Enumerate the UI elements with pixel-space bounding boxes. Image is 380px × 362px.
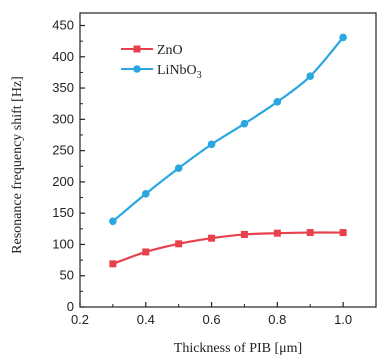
data-point-zno xyxy=(142,248,150,256)
y-tick-label: 200 xyxy=(52,174,74,189)
data-point-linbo3 xyxy=(109,217,117,226)
series-layer xyxy=(109,33,347,268)
y-tick-label: 350 xyxy=(52,80,74,95)
legend-label-linbo3-main: LiNbO xyxy=(157,63,197,78)
y-tick-label: 300 xyxy=(52,111,74,126)
data-point-linbo3 xyxy=(207,140,216,149)
axes xyxy=(79,12,377,308)
data-point-linbo3 xyxy=(273,98,282,106)
legend: ZnO LiNbO3 xyxy=(121,43,202,81)
y-tick-label: 0 xyxy=(67,299,74,314)
data-point-zno xyxy=(240,230,248,238)
legend-marker-zno xyxy=(133,45,141,53)
x-axis-title: Thickness of PIB [μm] xyxy=(174,341,302,356)
data-point-linbo3 xyxy=(174,164,183,172)
y-axis-title: Resonance frequency shift [Hz] xyxy=(10,76,25,254)
data-point-zno xyxy=(208,234,216,242)
y-tick-label: 100 xyxy=(52,236,74,251)
data-point-zno xyxy=(306,229,314,237)
plot-frame xyxy=(79,12,377,308)
x-tick-label: 0.6 xyxy=(203,312,221,327)
y-tick-label: 50 xyxy=(60,268,74,283)
y-tick-label: 450 xyxy=(52,18,74,33)
x-tick-label: 0.8 xyxy=(268,312,286,327)
legend-label-zno: ZnO xyxy=(157,43,183,58)
legend-label-linbo3: LiNbO3 xyxy=(157,63,202,81)
y-tick-label: 250 xyxy=(52,143,74,158)
series-line-zno xyxy=(112,231,344,265)
data-point-zno xyxy=(339,229,347,237)
x-tick-label: 0.4 xyxy=(137,312,155,327)
legend-marker-linbo3 xyxy=(133,65,141,73)
data-point-zno xyxy=(273,229,281,237)
y-tick-label: 400 xyxy=(52,49,74,64)
legend-label-linbo3-sub: 3 xyxy=(197,70,202,81)
y-axis-ticks: 0 50 100 150 200 250 300 350 400 450 xyxy=(52,18,85,314)
data-point-linbo3 xyxy=(240,119,249,128)
x-tick-label: 1.0 xyxy=(334,312,352,327)
data-point-linbo3 xyxy=(141,189,150,198)
data-point-zno xyxy=(109,260,117,268)
data-point-linbo3 xyxy=(339,33,347,42)
x-tick-label: 0.2 xyxy=(71,312,89,327)
x-axis-ticks: 0.2 0.4 0.6 0.8 1.0 xyxy=(71,302,377,327)
y-tick-label: 150 xyxy=(52,205,74,220)
data-point-linbo3 xyxy=(306,72,315,80)
data-point-zno xyxy=(175,240,183,248)
